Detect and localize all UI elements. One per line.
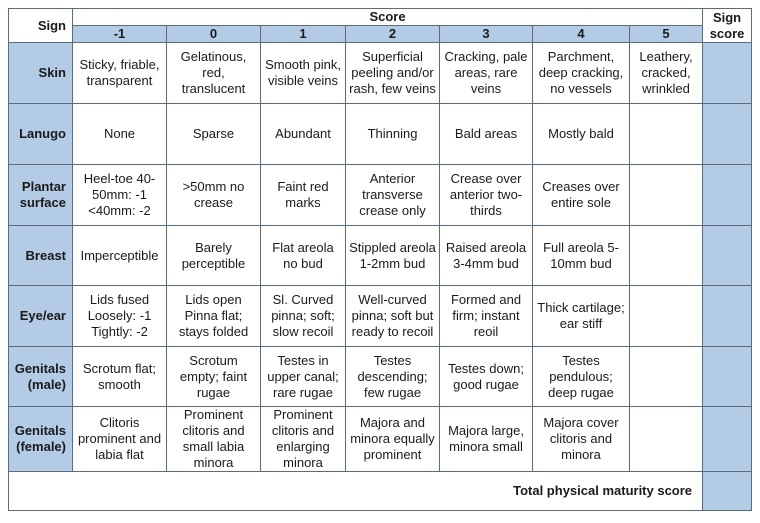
cell: Well-curved pinna; soft but ready to rec… (345, 285, 440, 347)
cell: Imperceptible (72, 225, 167, 286)
cell (628, 103, 704, 165)
cell: Thick cartilage; ear stiff (532, 285, 630, 347)
cell: Gelatinous, red, translucent (166, 42, 261, 104)
sign-score-cell[interactable] (702, 346, 753, 407)
score-header: Score (71, 8, 704, 26)
cell: Majora and minora equally prominent (345, 406, 440, 472)
cell: Barely perceptible (166, 225, 261, 286)
cell: Crease over anterior two-thirds (439, 164, 533, 226)
row-sign-eye-ear: Eye/ear (8, 285, 73, 347)
cell: Cracking, pale areas, rare veins (439, 42, 533, 104)
score-col-3: 3 (439, 25, 533, 43)
cell: Superficial peeling and/or rash, few vei… (345, 42, 440, 104)
table-row: Skin Sticky, friable, transparent Gelati… (8, 42, 753, 104)
table-row: Eye/ear Lids fused Loosely: -1 Tightly: … (8, 285, 753, 347)
maturity-score-table: Sign Score Sign score -1 0 1 2 3 4 5 Ski… (7, 8, 753, 511)
table-row: Plantar surface Heel-toe 40-50mm: -1 <40… (8, 164, 753, 226)
cell: Scrotum flat; smooth (72, 346, 167, 407)
cell: Scrotum empty; faint rugae (166, 346, 261, 407)
score-col-0: 0 (166, 25, 261, 43)
cell: Flat areola no bud (260, 225, 346, 286)
cell: Formed and firm; instant reoil (439, 285, 533, 347)
cell: Parchment, deep cracking, no vessels (532, 42, 630, 104)
row-sign-plantar-surface: Plantar surface (8, 164, 73, 226)
cell (628, 406, 704, 472)
row-sign-genitals-female: Genitals (female) (8, 406, 73, 472)
cell (628, 164, 704, 226)
cell: Stippled areola 1-2mm bud (345, 225, 440, 286)
cell: Majora large, minora small (439, 406, 533, 472)
cell: Testes in upper canal; rare rugae (260, 346, 346, 407)
score-col-5: 5 (628, 25, 704, 43)
sign-score-cell[interactable] (702, 225, 753, 286)
score-col-minus1: -1 (72, 25, 167, 43)
sign-score-cell[interactable] (702, 103, 753, 165)
total-maturity-score-label: Total physical maturity score (7, 471, 704, 511)
cell: Smooth pink, visible veins (260, 42, 346, 104)
row-sign-skin: Skin (8, 42, 73, 104)
score-col-1: 1 (260, 25, 346, 43)
cell: Lids fused Loosely: -1 Tightly: -2 (72, 285, 167, 347)
total-row: Total physical maturity score (7, 471, 753, 511)
cell: Prominent clitoris and small labia minor… (166, 406, 261, 472)
sign-header: Sign (8, 8, 73, 43)
table-row: Breast Imperceptible Barely perceptible … (8, 225, 753, 286)
cell: Sparse (166, 103, 261, 165)
cell: Bald areas (439, 103, 533, 165)
cell: Abundant (260, 103, 346, 165)
cell: None (72, 103, 167, 165)
cell: Creases over entire sole (532, 164, 630, 226)
table-row: Genitals (female) Clitoris prominent and… (8, 406, 753, 472)
cell: Leathery, cracked, wrinkled (628, 42, 704, 104)
table-row: Lanugo None Sparse Abundant Thinning Bal… (8, 103, 753, 165)
row-sign-lanugo: Lanugo (8, 103, 73, 165)
cell (628, 346, 704, 407)
sign-score-cell[interactable] (702, 406, 753, 472)
cell: Full areola 5-10mm bud (532, 225, 630, 286)
cell: Anterior transverse crease only (345, 164, 440, 226)
cell: >50mm no crease (166, 164, 261, 226)
cell: Sl. Curved pinna; soft; slow recoil (260, 285, 346, 347)
score-col-2: 2 (345, 25, 440, 43)
cell: Clitoris prominent and labia flat (72, 406, 167, 472)
cell: Mostly bald (532, 103, 630, 165)
row-sign-breast: Breast (8, 225, 73, 286)
sign-score-cell[interactable] (702, 285, 753, 347)
table-row: Genitals (male) Scrotum flat; smooth Scr… (8, 346, 753, 407)
cell (628, 225, 704, 286)
cell: Testes pendulous; deep rugae (532, 346, 630, 407)
total-score-cell[interactable] (702, 471, 753, 511)
cell: Majora cover clitoris and minora (532, 406, 630, 472)
cell: Testes descending; few rugae (345, 346, 440, 407)
cell: Testes down; good rugae (439, 346, 533, 407)
cell: Prominent clitoris and enlarging minora (260, 406, 346, 472)
cell: Raised areola 3-4mm bud (439, 225, 533, 286)
sign-score-header: Sign score (702, 8, 753, 43)
sign-score-cell[interactable] (702, 164, 753, 226)
cell: Thinning (345, 103, 440, 165)
cell: Lids open Pinna flat; stays folded (166, 285, 261, 347)
score-col-4: 4 (532, 25, 630, 43)
sign-score-cell[interactable] (702, 42, 753, 104)
cell: Faint red marks (260, 164, 346, 226)
cell (628, 285, 704, 347)
row-sign-genitals-male: Genitals (male) (8, 346, 73, 407)
cell: Sticky, friable, transparent (72, 42, 167, 104)
cell: Heel-toe 40-50mm: -1 <40mm: -2 (72, 164, 167, 226)
